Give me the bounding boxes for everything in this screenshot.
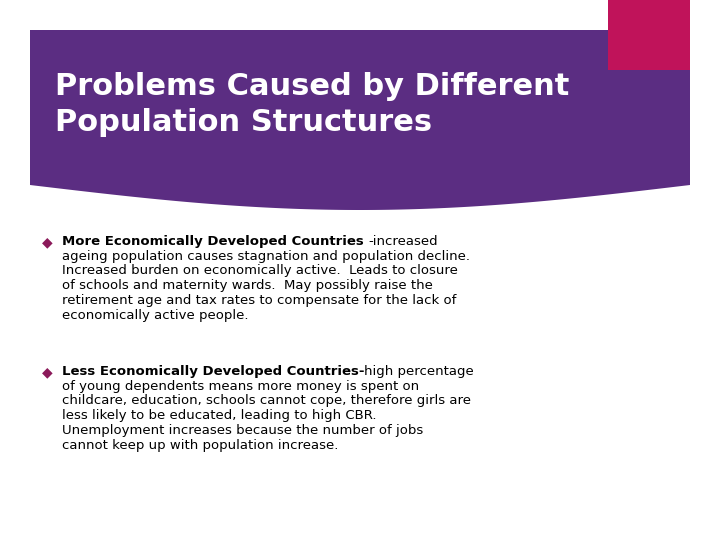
Text: ageing population causes stagnation and population decline.: ageing population causes stagnation and … (62, 249, 470, 263)
Text: Unemployment increases because the number of jobs: Unemployment increases because the numbe… (62, 424, 423, 437)
Text: of young dependents means more money is spent on: of young dependents means more money is … (62, 380, 419, 393)
Text: childcare, education, schools cannot cope, therefore girls are: childcare, education, schools cannot cop… (62, 394, 471, 408)
Bar (608, 0, 690, 70)
Text: of schools and maternity wards.  May possibly raise the: of schools and maternity wards. May poss… (62, 279, 433, 292)
Text: More Economically Developed Countries: More Economically Developed Countries (62, 235, 369, 248)
Text: high percentage: high percentage (364, 365, 474, 378)
Text: ◆: ◆ (42, 365, 53, 379)
Text: Problems Caused by Different: Problems Caused by Different (55, 72, 570, 101)
Text: -increased: -increased (369, 235, 438, 248)
Text: cannot keep up with population increase.: cannot keep up with population increase. (62, 438, 338, 451)
Text: Population Structures: Population Structures (55, 108, 432, 137)
Polygon shape (30, 30, 690, 210)
Text: Increased burden on economically active.  Leads to closure: Increased burden on economically active.… (62, 265, 458, 278)
Text: less likely to be educated, leading to high CBR.: less likely to be educated, leading to h… (62, 409, 377, 422)
Text: ◆: ◆ (42, 235, 53, 249)
Text: Less Economically Developed Countries-: Less Economically Developed Countries- (62, 365, 364, 378)
Text: economically active people.: economically active people. (62, 309, 248, 322)
Text: retirement age and tax rates to compensate for the lack of: retirement age and tax rates to compensa… (62, 294, 456, 307)
